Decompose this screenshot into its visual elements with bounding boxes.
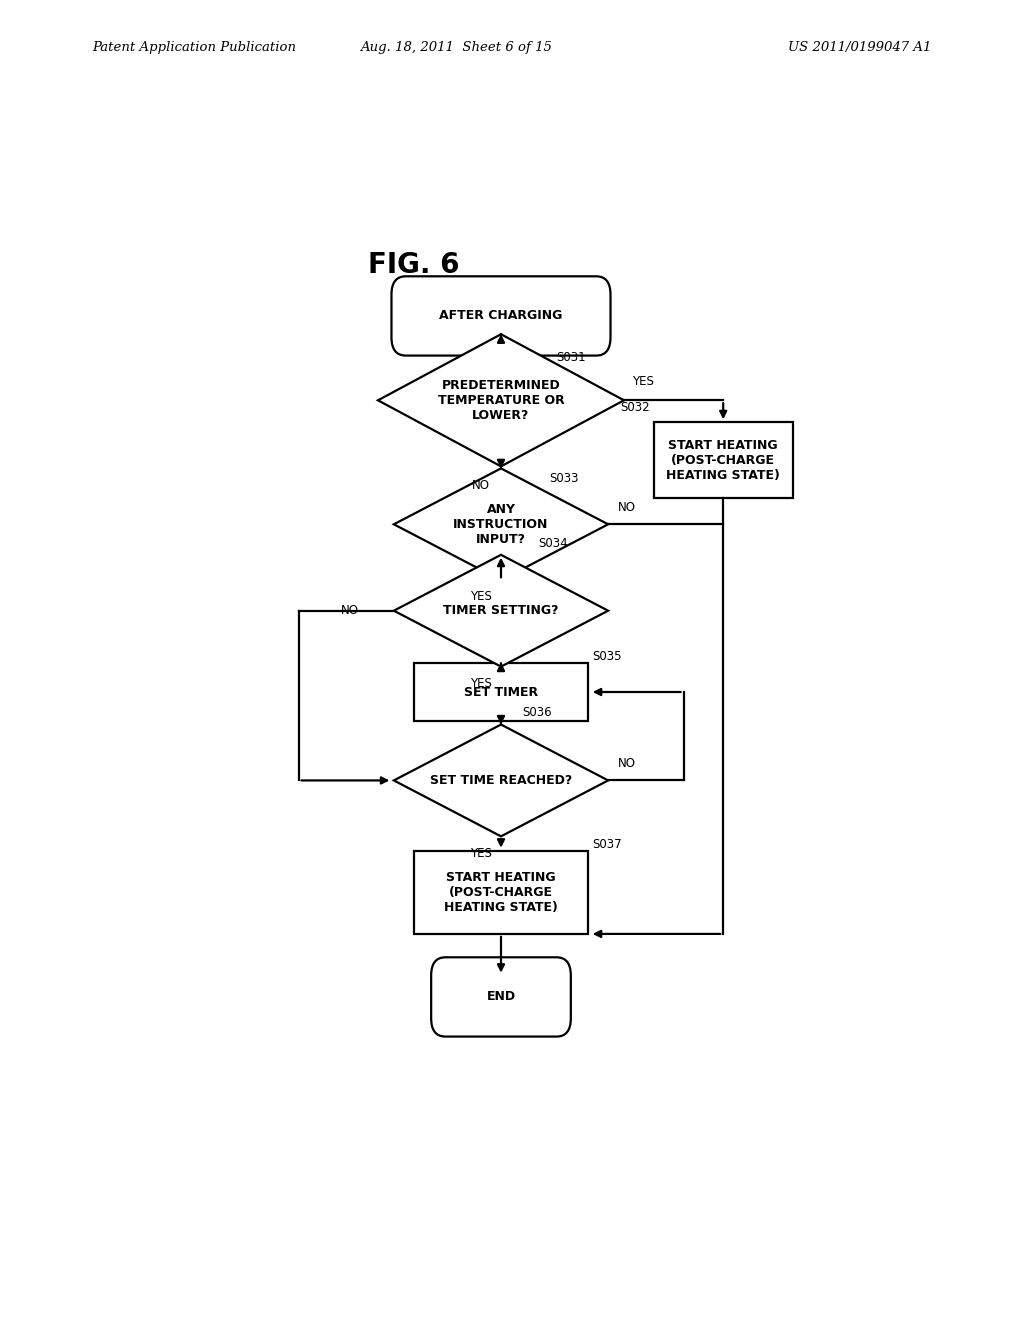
Text: YES: YES [470,846,493,859]
Text: AFTER CHARGING: AFTER CHARGING [439,309,562,322]
Bar [414,850,588,935]
Text: NO: NO [617,758,636,771]
Text: YES: YES [632,375,653,388]
Text: TIMER SETTING?: TIMER SETTING? [443,605,559,618]
Text: US 2011/0199047 A1: US 2011/0199047 A1 [788,41,932,54]
Text: PREDETERMINED
TEMPERATURE OR
LOWER?: PREDETERMINED TEMPERATURE OR LOWER? [437,379,564,422]
Bar [653,422,793,499]
Text: START HEATING
(POST-CHARGE
HEATING STATE): START HEATING (POST-CHARGE HEATING STATE… [667,438,780,482]
Text: NO: NO [472,479,490,491]
FancyBboxPatch shape [391,276,610,355]
Polygon shape [394,469,608,581]
Text: S032: S032 [621,401,650,414]
Text: SET TIME REACHED?: SET TIME REACHED? [430,774,572,787]
Text: ANY
INSTRUCTION
INPUT?: ANY INSTRUCTION INPUT? [454,503,549,545]
Text: YES: YES [470,590,493,603]
Polygon shape [378,334,624,466]
Text: NO: NO [617,502,636,515]
Text: S037: S037 [592,838,622,850]
Text: S035: S035 [592,649,622,663]
Text: SET TIMER: SET TIMER [464,685,538,698]
Polygon shape [394,725,608,837]
Polygon shape [394,554,608,667]
Text: YES: YES [470,677,493,690]
Bar [414,663,588,722]
Text: START HEATING
(POST-CHARGE
HEATING STATE): START HEATING (POST-CHARGE HEATING STATE… [444,871,558,913]
Text: S031: S031 [556,351,586,364]
Text: Aug. 18, 2011  Sheet 6 of 15: Aug. 18, 2011 Sheet 6 of 15 [359,41,552,54]
Text: S033: S033 [549,473,579,486]
Text: NO: NO [341,605,359,618]
Text: Patent Application Publication: Patent Application Publication [92,41,296,54]
Text: S034: S034 [539,537,568,549]
Text: END: END [486,990,515,1003]
Text: S036: S036 [522,706,552,719]
FancyBboxPatch shape [431,957,570,1036]
Text: FIG. 6: FIG. 6 [368,251,460,279]
